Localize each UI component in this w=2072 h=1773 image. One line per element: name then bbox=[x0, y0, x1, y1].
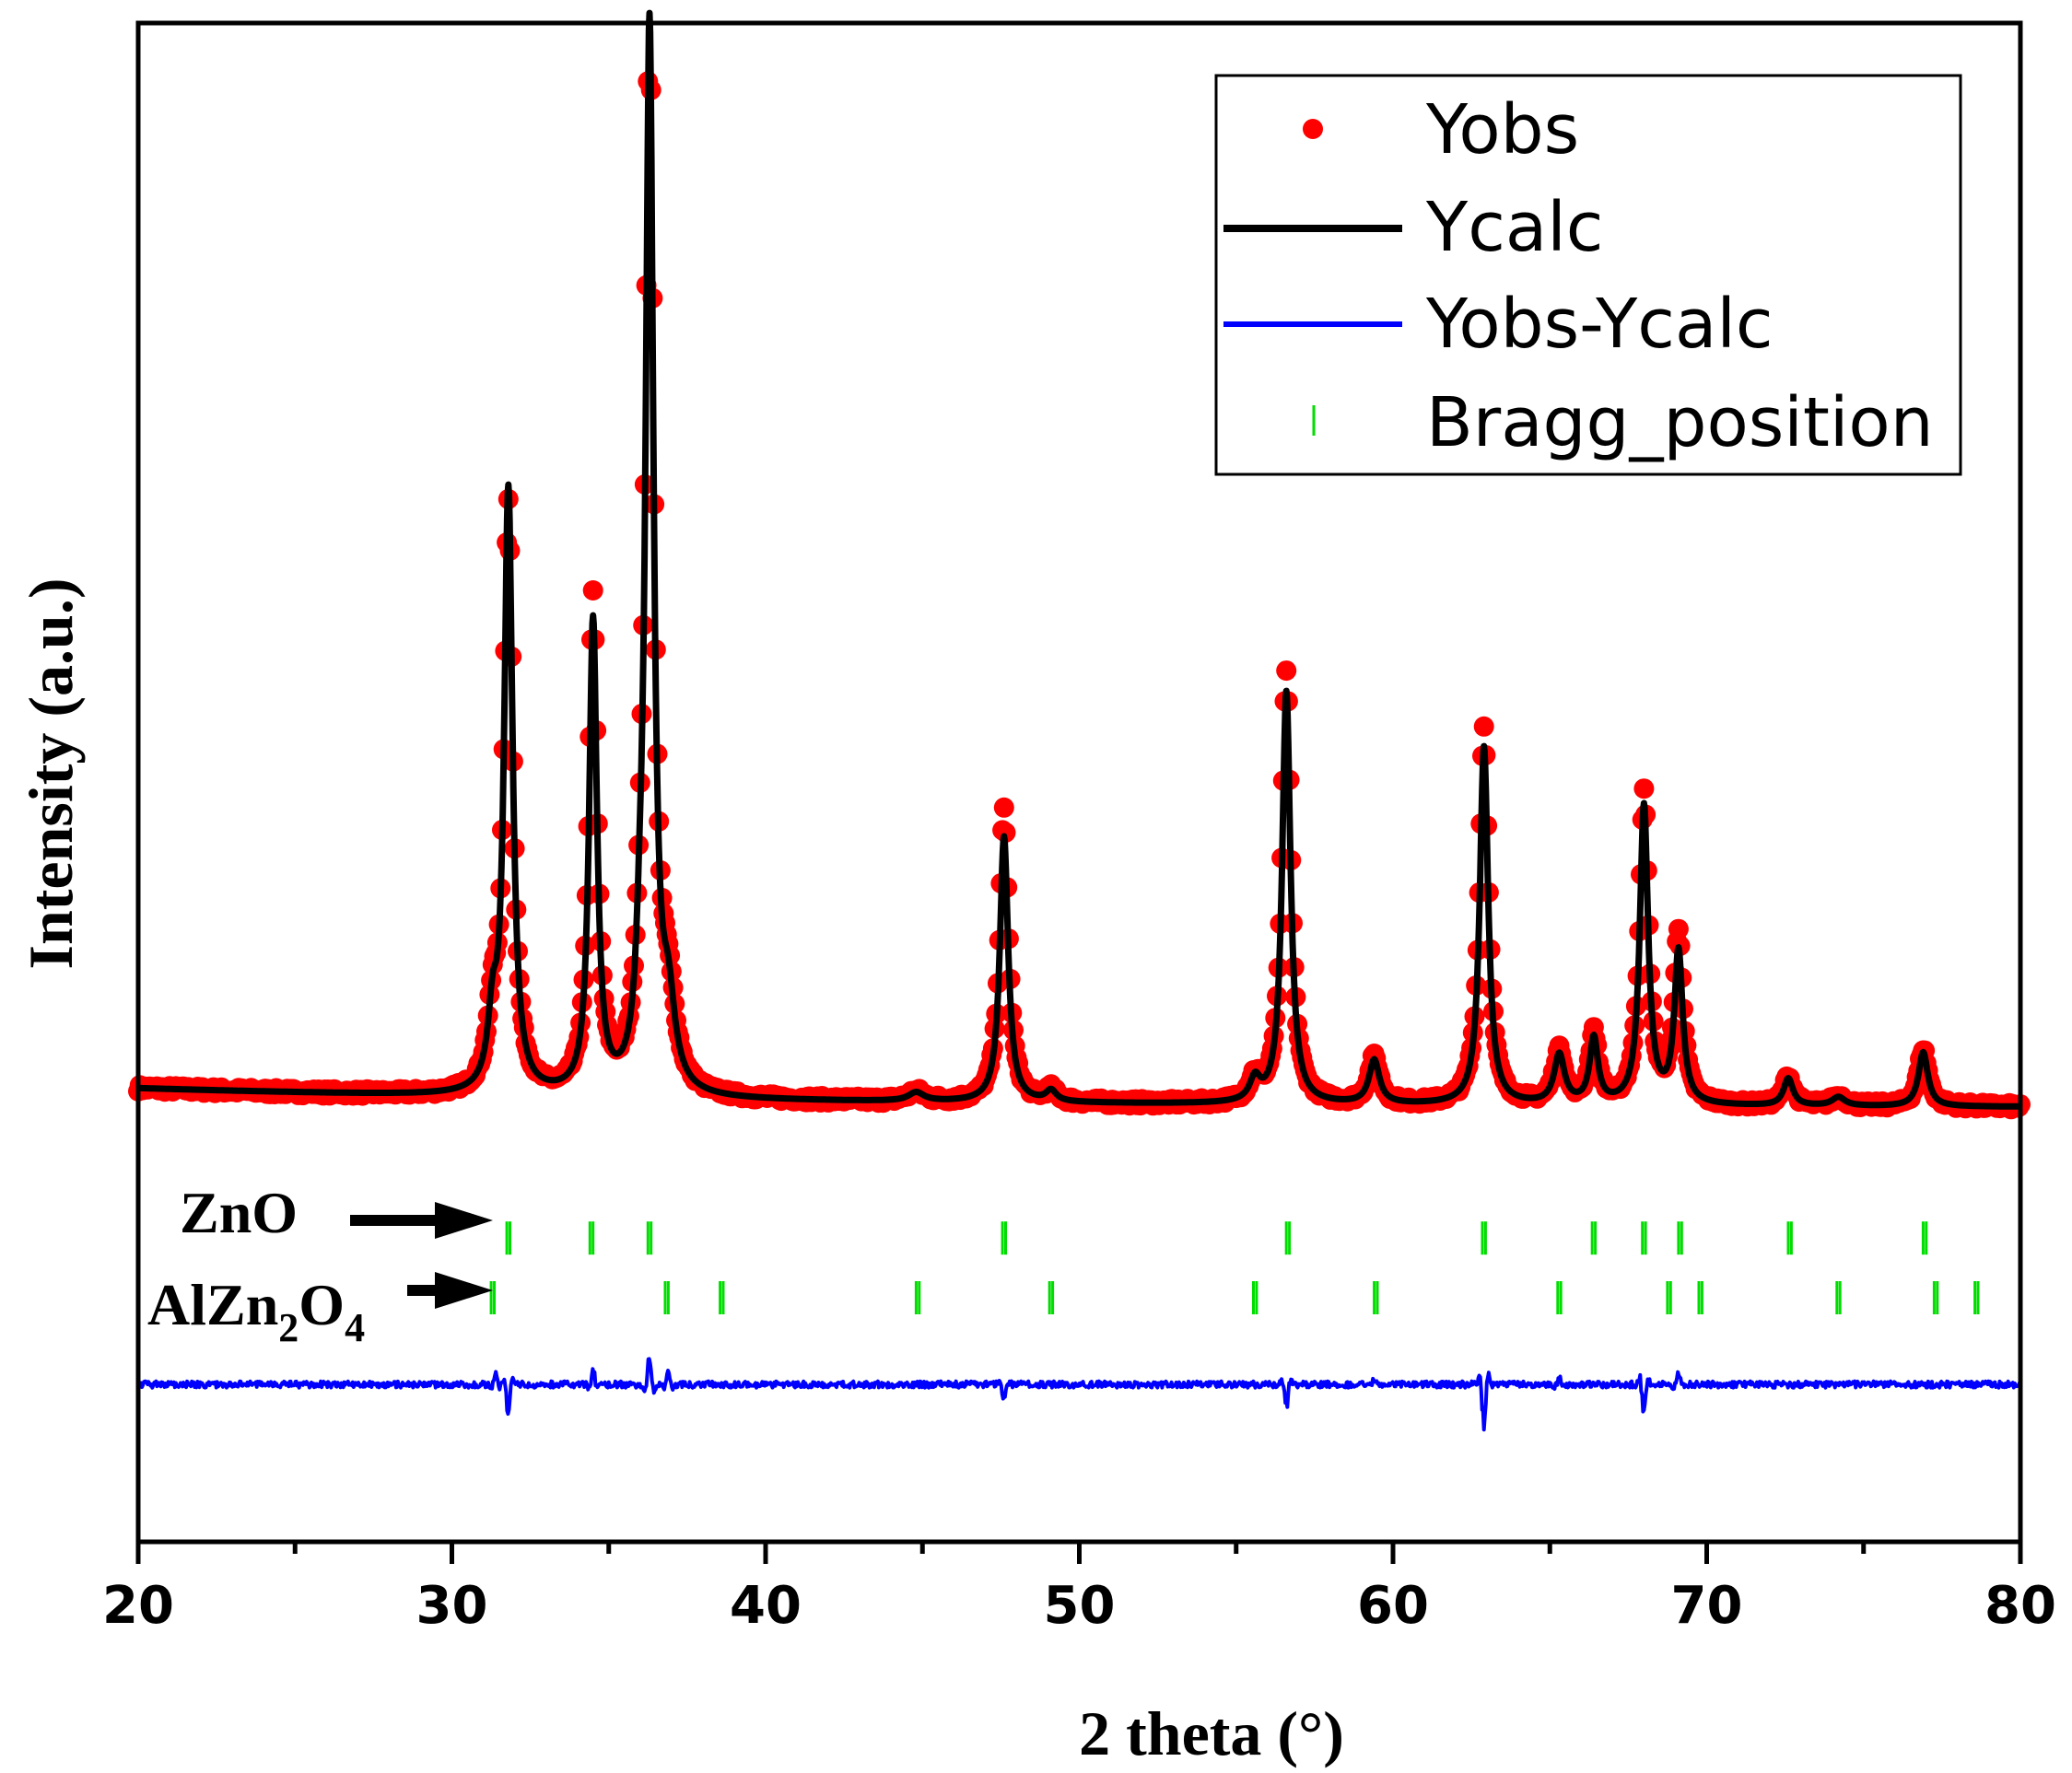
arrow-zno bbox=[350, 1202, 493, 1239]
series-ycalc-line bbox=[135, 9, 2023, 1110]
phase-label-alzn2o4-sub1: 2 bbox=[278, 1305, 299, 1350]
legend-label-ycalc: Ycalc bbox=[1425, 188, 1603, 267]
legend-marker-yobs bbox=[1303, 119, 1323, 139]
phase-label-alzn2o4: AlZn2O4 bbox=[147, 1272, 365, 1350]
yobs-point bbox=[993, 797, 1014, 818]
phase-label-alzn2o4-main: AlZn bbox=[147, 1272, 278, 1337]
legend: Yobs Ycalc Yobs-Ycalc Bragg_position bbox=[1214, 74, 1962, 476]
legend-label-bragg: Bragg_position bbox=[1426, 383, 1934, 462]
arrow-alzn2o4 bbox=[407, 1272, 493, 1309]
legend-box bbox=[1214, 74, 1962, 476]
yobs-point bbox=[1668, 918, 1689, 939]
legend-label-yobs: Yobs bbox=[1425, 90, 1579, 169]
series-difference-line bbox=[136, 1357, 2021, 1432]
arrow-alzn2o4-head bbox=[435, 1272, 493, 1309]
x-tick-label: 20 bbox=[102, 1576, 174, 1636]
plot-area bbox=[128, 9, 2031, 1432]
yobs-point bbox=[1473, 716, 1494, 737]
phase-label-alzn2o4-sub2: 4 bbox=[345, 1305, 365, 1350]
y-axis-title: Intensity (a.u.) bbox=[16, 577, 86, 969]
phase-label-zno: ZnO bbox=[180, 1180, 298, 1245]
yobs-point bbox=[1633, 778, 1655, 799]
x-tick-label: 40 bbox=[730, 1576, 802, 1636]
phase-label-alzn2o4-mid: O bbox=[299, 1272, 345, 1337]
arrow-zno-head bbox=[435, 1202, 493, 1239]
x-axis-title: 2 theta (°) bbox=[1079, 1698, 1344, 1768]
x-tick-label: 50 bbox=[1044, 1576, 1116, 1636]
x-tick-label: 60 bbox=[1357, 1576, 1429, 1636]
x-tick-label: 70 bbox=[1671, 1576, 1743, 1636]
x-axis-ticks: 20 30 40 50 60 70 80 bbox=[102, 1542, 2056, 1636]
yobs-point bbox=[582, 580, 603, 601]
bragg-row-zno bbox=[505, 1221, 1928, 1255]
bragg-row-alzn2o4 bbox=[489, 1281, 1980, 1314]
yobs-point bbox=[995, 822, 1016, 843]
x-tick-label: 30 bbox=[416, 1576, 488, 1636]
x-tick-label: 80 bbox=[1984, 1576, 2056, 1636]
legend-label-diff: Yobs-Ycalc bbox=[1425, 285, 1773, 364]
yobs-point bbox=[1276, 660, 1297, 682]
